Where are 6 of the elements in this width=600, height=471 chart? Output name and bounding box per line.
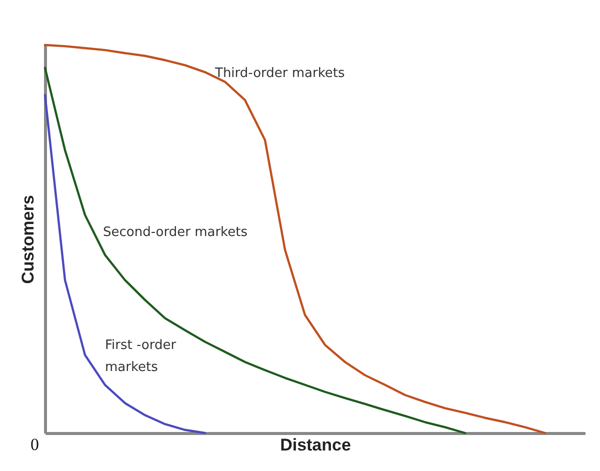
text: 0 [30, 435, 39, 454]
series-label: First -order markets [105, 338, 177, 375]
y-axis-title: Customers [18, 195, 38, 284]
series-label: Second-order markets [103, 225, 248, 240]
x-axis-title: Distance [280, 436, 351, 454]
series-label: Third-order markets [214, 66, 346, 81]
